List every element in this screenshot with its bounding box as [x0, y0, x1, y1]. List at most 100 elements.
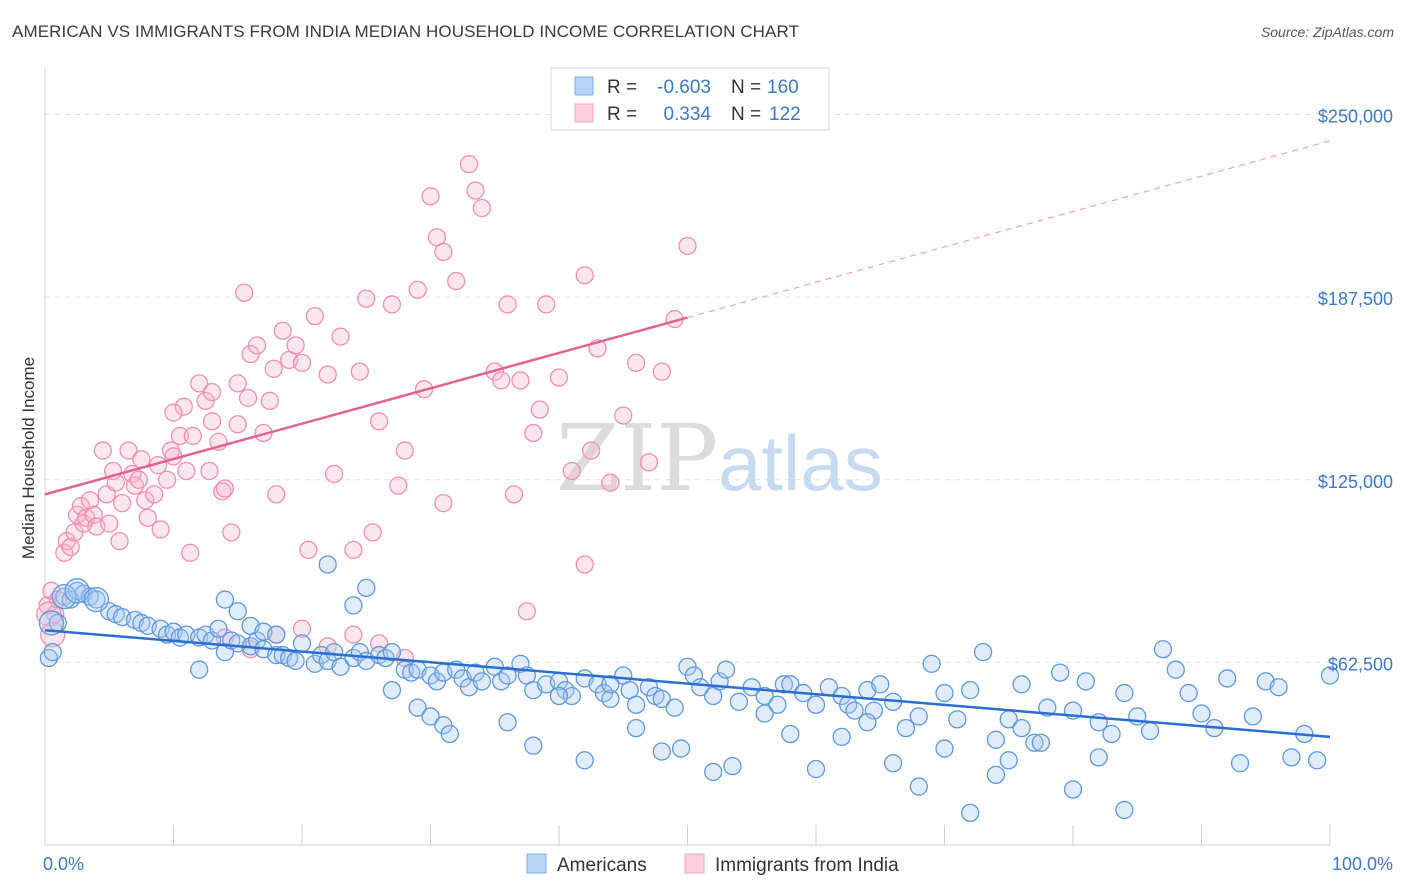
points-americans-point-155 [671, 739, 691, 758]
points-india-point-42 [200, 461, 219, 481]
points-americans-point-157 [723, 756, 742, 776]
x-tick-label-max: 100.0% [1332, 854, 1393, 874]
points-india-point-29 [145, 485, 164, 504]
points-americans-point-104 [948, 710, 967, 729]
y-tick-label-1: $125,000 [1318, 472, 1393, 492]
points-india-point-62 [305, 306, 325, 326]
points-india-point-112 [202, 382, 222, 402]
points-americans-point-66 [562, 686, 581, 706]
source-label: Source: ZipAtlas.com [1260, 24, 1394, 40]
points-americans-point-133 [1320, 666, 1340, 685]
points-india-point-15 [93, 441, 112, 460]
points-americans-point-171 [1063, 780, 1083, 799]
points-americans-point-60 [511, 654, 530, 673]
points-americans-bubble-0 [51, 583, 77, 610]
points-india-point-81 [466, 181, 485, 200]
points-americans-point-114 [1076, 672, 1095, 691]
points-india-point-110 [517, 602, 537, 621]
points-americans-point-73 [626, 695, 646, 714]
points-india-point-39 [183, 426, 202, 446]
x-tick-labels: 0.0% 100.0% [43, 854, 1393, 874]
points-americans-point-45 [382, 643, 402, 662]
points-americans-point-34 [292, 634, 312, 653]
points-india-point-65 [331, 327, 350, 346]
points-americans-point-162 [858, 713, 877, 732]
points-americans-point-166 [961, 803, 980, 823]
points-india-point-43 [202, 412, 222, 431]
trend-lines [44, 140, 1331, 739]
points-americans-point-161 [832, 727, 851, 747]
points-americans-point-117 [1115, 683, 1134, 703]
points-americans-point-142 [357, 578, 376, 598]
points-india-point-31 [151, 520, 170, 539]
points-americans-point-170 [1031, 733, 1051, 752]
points-india-point-80 [459, 155, 479, 174]
points-india-point-45 [213, 482, 232, 501]
points-india-point-73 [395, 441, 414, 460]
points-americans-point-145 [421, 707, 440, 726]
points-americans-point-138 [267, 625, 286, 644]
points-americans-point-8 [87, 590, 106, 609]
points-india-point-52 [247, 336, 267, 355]
points-americans-point-100 [896, 718, 916, 738]
points-india-point-13 [84, 505, 103, 524]
bottom-legend-swatch-india [684, 853, 705, 874]
points-americans-point-156 [704, 762, 723, 782]
points-americans-point-152 [601, 675, 620, 694]
points-americans-point-167 [986, 765, 1006, 785]
chart-title: AMERICAN VS IMMIGRANTS FROM INDIA MEDIAN… [12, 22, 800, 41]
points-india-point-37 [177, 461, 196, 481]
points-india-point-17 [100, 514, 119, 533]
watermark-zip: ZIP [556, 405, 718, 512]
points-americans-point-173 [1115, 800, 1134, 820]
points-americans-point-129 [1269, 678, 1288, 697]
points-americans-point-1 [43, 643, 62, 662]
points-americans-point-105 [961, 680, 980, 700]
points-india-point-21 [112, 493, 132, 513]
points-americans-point-127 [1243, 707, 1263, 726]
points-india-point-6 [61, 537, 80, 557]
points-americans-point-153 [626, 718, 646, 738]
points-india-point-9 [71, 496, 91, 516]
points-americans-point-120 [1153, 640, 1173, 659]
points-india-point-61 [299, 540, 318, 560]
points-india-point-32 [157, 470, 177, 489]
legend-r-india: 0.334 [663, 104, 711, 125]
points-india-point-88 [530, 400, 549, 419]
points-india-point-71 [382, 295, 402, 314]
points-india-point-46 [215, 479, 235, 498]
points-india-point-68 [357, 289, 376, 308]
india-points [36, 155, 697, 668]
points-india-point-93 [581, 441, 601, 460]
points-india-point-38 [181, 543, 200, 562]
points-americans-point-144 [408, 698, 427, 717]
points-americans-point-168 [999, 751, 1018, 770]
points-india-point-28 [138, 508, 157, 527]
points-india-point-98 [639, 453, 659, 472]
y-tick-label-3: $250,000 [1318, 107, 1393, 127]
points-india-point-63 [318, 365, 337, 384]
points-india-bubble-0 [36, 601, 62, 627]
points-americans-point-97 [864, 701, 883, 720]
points-india-point-50 [238, 388, 258, 408]
points-americans-point-158 [755, 704, 774, 723]
points-india-point-87 [524, 423, 543, 443]
points-india-point-111 [575, 555, 594, 574]
axes [44, 68, 1331, 846]
points-india-point-22 [119, 441, 138, 460]
points-india-point-99 [652, 362, 671, 381]
points-americans-point-103 [935, 683, 954, 703]
points-americans-point-33 [286, 651, 305, 671]
trend-line-0 [44, 628, 1331, 739]
points-india-point-85 [504, 485, 524, 504]
points-india-point-97 [626, 353, 646, 373]
legend-n-label: N = [731, 77, 761, 98]
points-india-point-60 [292, 353, 312, 373]
points-americans-point-87 [768, 695, 787, 714]
legend-n-india: 122 [769, 104, 801, 125]
points-india-point-54 [260, 391, 280, 411]
points-americans-point-135 [228, 602, 247, 621]
points-india-point-116 [434, 493, 453, 513]
points-india-point-114 [164, 403, 183, 422]
points-americans-point-172 [1089, 748, 1108, 767]
